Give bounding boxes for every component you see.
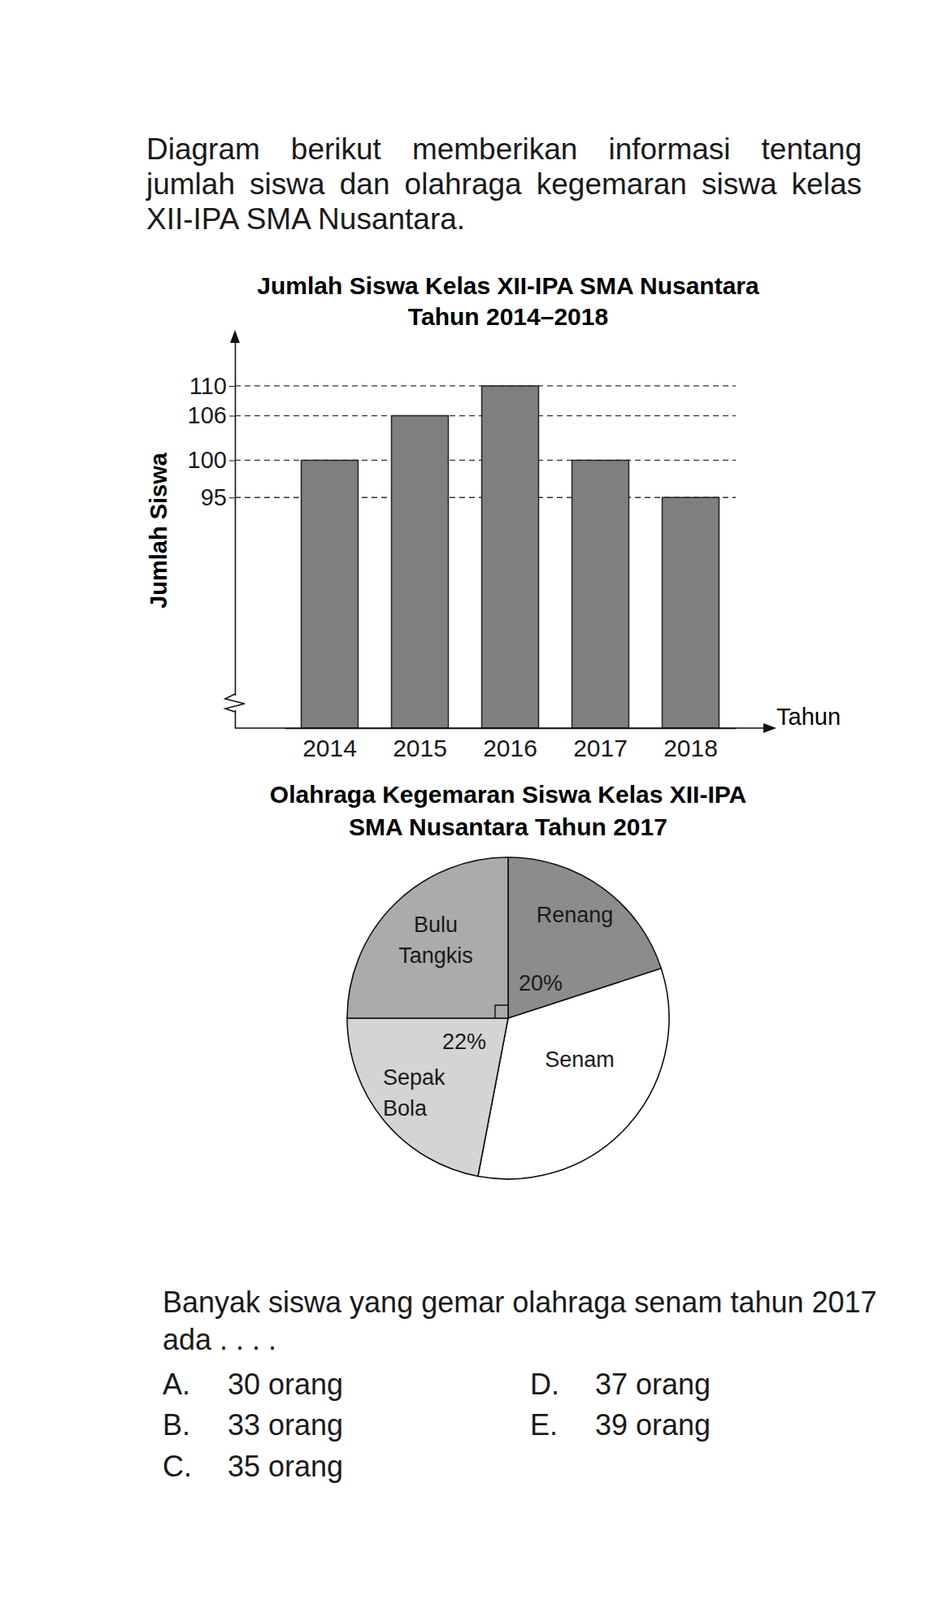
chart-title: Jumlah Siswa Kelas XII-IPA SMA Nusantara… <box>256 272 760 331</box>
option-text: 37 orang <box>595 1367 711 1404</box>
x-axis-extension <box>234 727 769 730</box>
y-axis-line <box>234 342 237 730</box>
question-text: Banyak siswa yang gemar olahraga senam t… <box>162 1284 879 1360</box>
y-tick-label: 95 <box>200 484 227 511</box>
bars <box>301 386 720 729</box>
y-tick-label: 100 <box>187 447 227 474</box>
x-axis-title: Tahun <box>776 704 841 731</box>
pie-chart: Olahraga Kegemaran Siswa Kelas XII-IPASM… <box>269 781 747 1180</box>
axis-break <box>225 694 245 713</box>
bar <box>572 460 630 729</box>
option-letter: B. <box>162 1408 191 1444</box>
bar <box>391 416 449 729</box>
data-label: 22% <box>442 1030 487 1055</box>
slice-name: SepakBola <box>382 1065 446 1122</box>
y-axis: 95 100 106110 <box>187 342 236 730</box>
y-tick-label: 110 <box>189 373 227 400</box>
intro-text: Diagram berikut memberikan informasi ten… <box>146 131 862 237</box>
pie-slice <box>347 1018 509 1177</box>
x-tick-label: 2015 <box>392 734 448 762</box>
right-angle-marker <box>495 1005 509 1019</box>
option-text: 30 orang <box>227 1367 344 1404</box>
y-tick: 95 <box>200 484 235 511</box>
option-letter: D. <box>530 1367 560 1404</box>
page-canvas: Jumlah Siswa Kelas XII-IPA SMA Nusantara… <box>0 0 952 1600</box>
pie-slice <box>347 857 509 1019</box>
x-axis: 2014 2015 2016 2017 2018 <box>285 728 737 762</box>
bar-chart: Jumlah Siswa Kelas XII-IPA SMA Nusantara… <box>145 272 841 762</box>
option-text: 35 orang <box>227 1449 344 1486</box>
bar <box>662 497 720 729</box>
y-axis-arrow <box>230 330 240 344</box>
x-tick: 2015 <box>392 728 448 762</box>
y-tick: 100 <box>187 447 235 474</box>
option-letter: C. <box>162 1449 192 1486</box>
data-label: 20% <box>518 971 563 996</box>
x-tick: 2016 <box>482 728 538 762</box>
x-tick: 2017 <box>573 728 628 762</box>
slices <box>347 857 670 1180</box>
y-tick-mark <box>229 386 235 387</box>
x-tick-label: 2018 <box>663 734 718 762</box>
slice-name: Renang <box>536 903 614 928</box>
axis-break-gap <box>232 695 238 711</box>
y-tick: 106 <box>187 402 235 429</box>
x-tick-label: 2014 <box>302 734 357 762</box>
x-axis-arrow <box>763 723 777 734</box>
slice-name: Senam <box>544 1047 615 1073</box>
y-tick-mark <box>229 416 235 418</box>
chart-title: Olahraga Kegemaran Siswa Kelas XII-IPASM… <box>269 781 747 841</box>
y-tick-mark <box>229 497 235 499</box>
x-tick-label: 2016 <box>482 734 538 762</box>
y-tick: 110 <box>189 373 235 400</box>
option-text: 33 orang <box>227 1408 344 1444</box>
pie-labels: Renang 20% Senam SepakBola 22% BuluTangkis <box>382 903 615 1122</box>
option-letter: A. <box>162 1367 191 1404</box>
x-tick: 2014 <box>302 728 357 762</box>
option-text: 39 orang <box>595 1408 711 1444</box>
x-tick: 2018 <box>663 728 718 762</box>
y-axis-title: Jumlah Siswa <box>145 452 172 609</box>
y-tick-mark <box>229 460 235 461</box>
option-letter: E. <box>530 1408 558 1444</box>
x-tick-label: 2017 <box>573 734 628 762</box>
bar <box>482 386 540 729</box>
slice-name: BuluTangkis <box>398 912 474 969</box>
y-tick-label: 106 <box>187 402 227 429</box>
bar <box>301 460 359 729</box>
